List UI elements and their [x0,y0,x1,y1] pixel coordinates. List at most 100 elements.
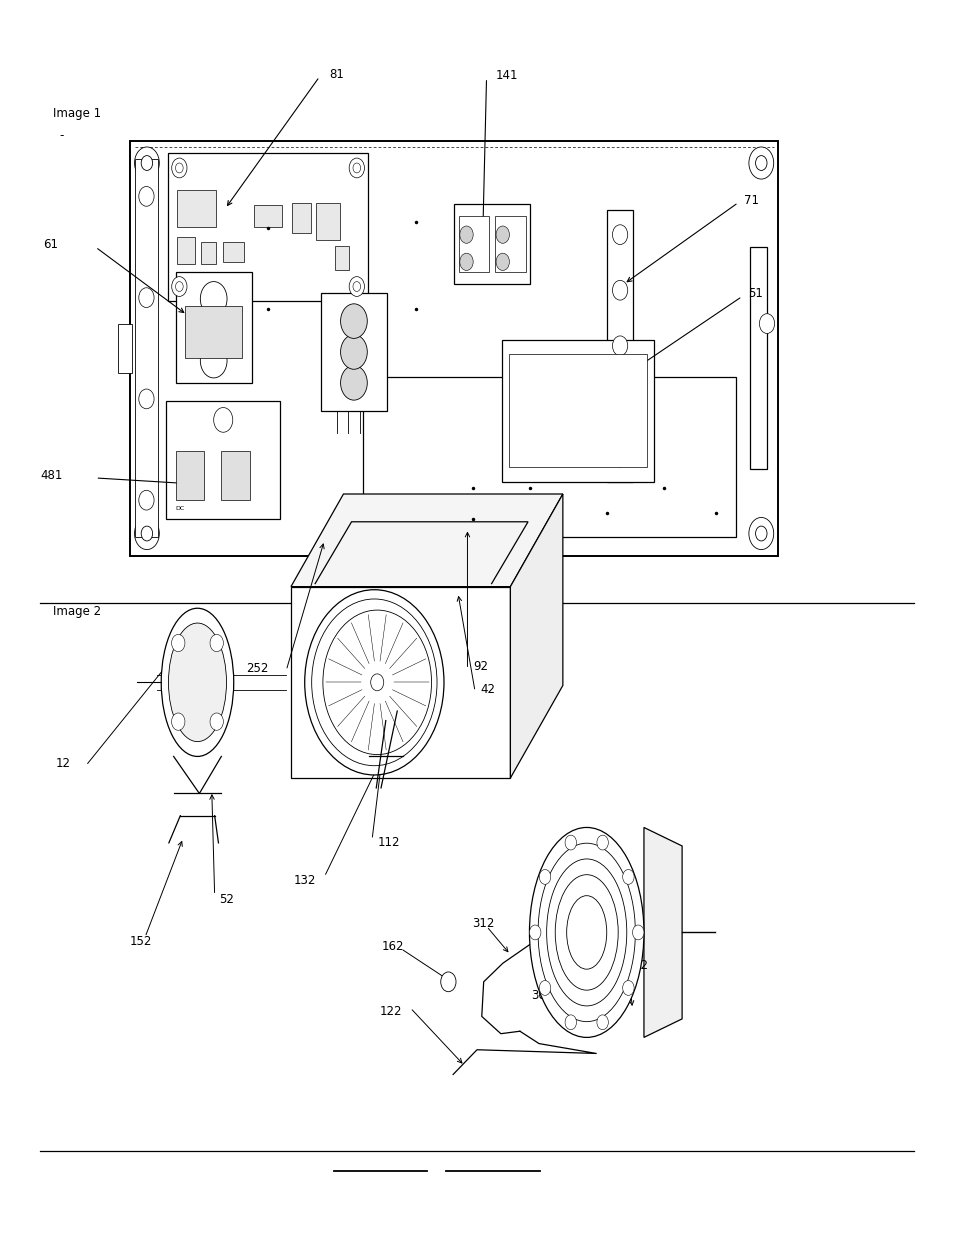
Bar [749,247,766,469]
Polygon shape [643,827,681,1037]
Bar [175,451,204,500]
Text: 481: 481 [40,469,62,482]
Bar [130,141,778,556]
Ellipse shape [322,610,431,755]
Circle shape [748,147,773,179]
Circle shape [353,163,360,173]
Bar [221,451,250,500]
Text: 152: 152 [130,935,152,947]
Circle shape [210,635,223,652]
Text: -: - [59,130,64,142]
Bar [320,294,387,410]
Text: 62: 62 [633,960,648,972]
Text: 81: 81 [329,68,344,80]
Text: 61: 61 [43,238,58,251]
Circle shape [496,226,509,243]
Text: 41: 41 [328,582,343,594]
Bar [253,205,282,227]
Circle shape [139,490,154,510]
Polygon shape [510,494,562,778]
Bar [335,548,380,571]
Text: 141: 141 [496,69,518,82]
Circle shape [597,835,608,850]
Bar [118,324,132,373]
Circle shape [200,343,227,378]
Bar [335,246,349,270]
Bar [509,354,646,467]
Bar [501,340,654,482]
Circle shape [612,225,627,245]
Text: 112: 112 [377,836,400,848]
Circle shape [496,253,509,270]
Ellipse shape [529,827,643,1037]
Circle shape [349,158,364,178]
Bar [454,204,530,284]
Bar [315,203,339,240]
Circle shape [459,253,473,270]
Circle shape [340,304,367,338]
Circle shape [134,147,159,179]
Bar [201,242,215,264]
Text: 42: 42 [480,683,496,695]
Text: RCF: RCF [571,408,584,414]
Circle shape [340,335,367,369]
Circle shape [632,925,643,940]
Circle shape [748,517,773,550]
Circle shape [139,186,154,206]
Bar [458,216,489,272]
Bar [177,237,194,264]
Circle shape [755,156,766,170]
Circle shape [459,226,473,243]
Circle shape [622,869,634,884]
Bar [495,216,525,272]
Circle shape [564,835,576,850]
Circle shape [538,869,550,884]
Text: 252: 252 [246,662,268,674]
Text: Image 1: Image 1 [53,107,101,120]
Circle shape [349,277,364,296]
Polygon shape [291,494,562,587]
Circle shape [172,158,187,178]
Ellipse shape [312,599,436,766]
Circle shape [622,981,634,995]
Bar [134,159,158,537]
Bar [223,242,244,262]
Text: 312: 312 [472,918,494,930]
Text: 92: 92 [473,661,488,673]
Bar [177,190,215,227]
Bar [606,210,633,482]
Text: Image 2: Image 2 [53,605,101,618]
Circle shape [175,163,183,173]
Circle shape [172,635,185,652]
Circle shape [172,713,185,730]
Circle shape [612,447,627,467]
Circle shape [759,314,774,333]
Bar [185,306,242,358]
Text: 52: 52 [219,893,234,905]
Circle shape [597,1015,608,1030]
Circle shape [371,674,383,690]
Bar [175,272,252,383]
Circle shape [529,925,540,940]
Bar [292,203,311,233]
Circle shape [440,972,456,992]
Text: 302: 302 [530,989,553,1002]
Bar [363,377,735,537]
Ellipse shape [161,608,233,756]
Circle shape [200,282,227,316]
Text: 51: 51 [747,288,762,300]
Circle shape [612,280,627,300]
Circle shape [139,288,154,308]
Bar [168,153,368,301]
Circle shape [141,156,152,170]
Bar [166,401,280,519]
Text: 292: 292 [558,918,581,930]
Circle shape [210,713,223,730]
Ellipse shape [304,590,443,776]
Circle shape [564,1015,576,1030]
Text: 162: 162 [381,940,404,952]
Circle shape [134,517,159,550]
Circle shape [353,282,360,291]
Text: 132: 132 [294,874,316,887]
Text: 12: 12 [55,757,71,769]
